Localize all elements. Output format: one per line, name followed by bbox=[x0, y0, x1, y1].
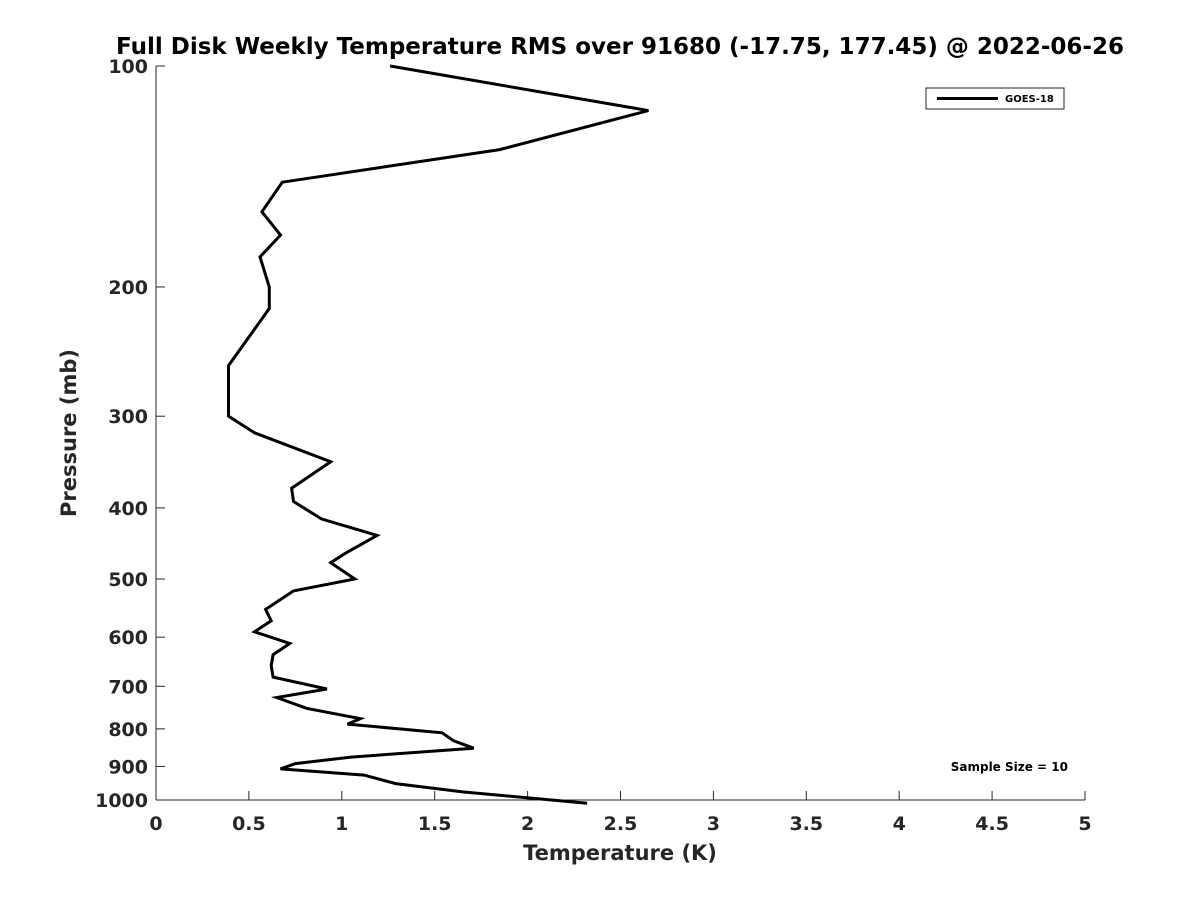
x-tick-label: 2 bbox=[521, 813, 534, 835]
plot-area: 0 0.5 1 1.5 2 2.5 3 3.5 4 4.5 5 100 200 300 400 500 600… bbox=[95, 56, 1092, 835]
y-tick-label: 800 bbox=[108, 719, 148, 741]
y-tick-label: 400 bbox=[108, 498, 148, 520]
y-tick-label: 200 bbox=[108, 277, 148, 299]
x-tick-label: 0 bbox=[149, 813, 162, 835]
y-tick-label: 600 bbox=[108, 627, 148, 649]
legend: GOES-18 bbox=[925, 87, 1065, 110]
legend-label-goes-18: GOES-18 bbox=[1005, 94, 1054, 105]
x-axis-label: Temperature (K) bbox=[523, 841, 717, 865]
x-tick-label: 1.5 bbox=[418, 813, 452, 835]
x-tick-label: 5 bbox=[1078, 813, 1091, 835]
x-tick-label: 1 bbox=[335, 813, 348, 835]
y-axis-label: Pressure (mb) bbox=[57, 349, 81, 517]
y-tick-label: 900 bbox=[108, 756, 148, 778]
y-ticks: 100 200 300 400 500 600 700 800 900 1000 bbox=[95, 56, 165, 812]
x-tick-label: 3.5 bbox=[789, 813, 823, 835]
y-tick-label: 300 bbox=[108, 406, 148, 428]
y-tick-label: 100 bbox=[108, 56, 148, 78]
x-tick-label: 4.5 bbox=[975, 813, 1009, 835]
y-tick-label: 700 bbox=[108, 676, 148, 698]
x-tick-label: 0.5 bbox=[232, 813, 266, 835]
x-tick-label: 2.5 bbox=[604, 813, 638, 835]
x-tick-label: 4 bbox=[893, 813, 906, 835]
x-ticks: 0 0.5 1 1.5 2 2.5 3 3.5 4 4.5 5 bbox=[149, 791, 1092, 835]
sample-size-annotation: Sample Size = 10 bbox=[951, 760, 1068, 774]
chart-title: Full Disk Weekly Temperature RMS over 91… bbox=[116, 34, 1124, 60]
x-tick-label: 3 bbox=[707, 813, 720, 835]
y-tick-label: 1000 bbox=[95, 790, 148, 812]
y-tick-label: 500 bbox=[108, 569, 148, 591]
series-line-goes-18 bbox=[227, 64, 649, 805]
